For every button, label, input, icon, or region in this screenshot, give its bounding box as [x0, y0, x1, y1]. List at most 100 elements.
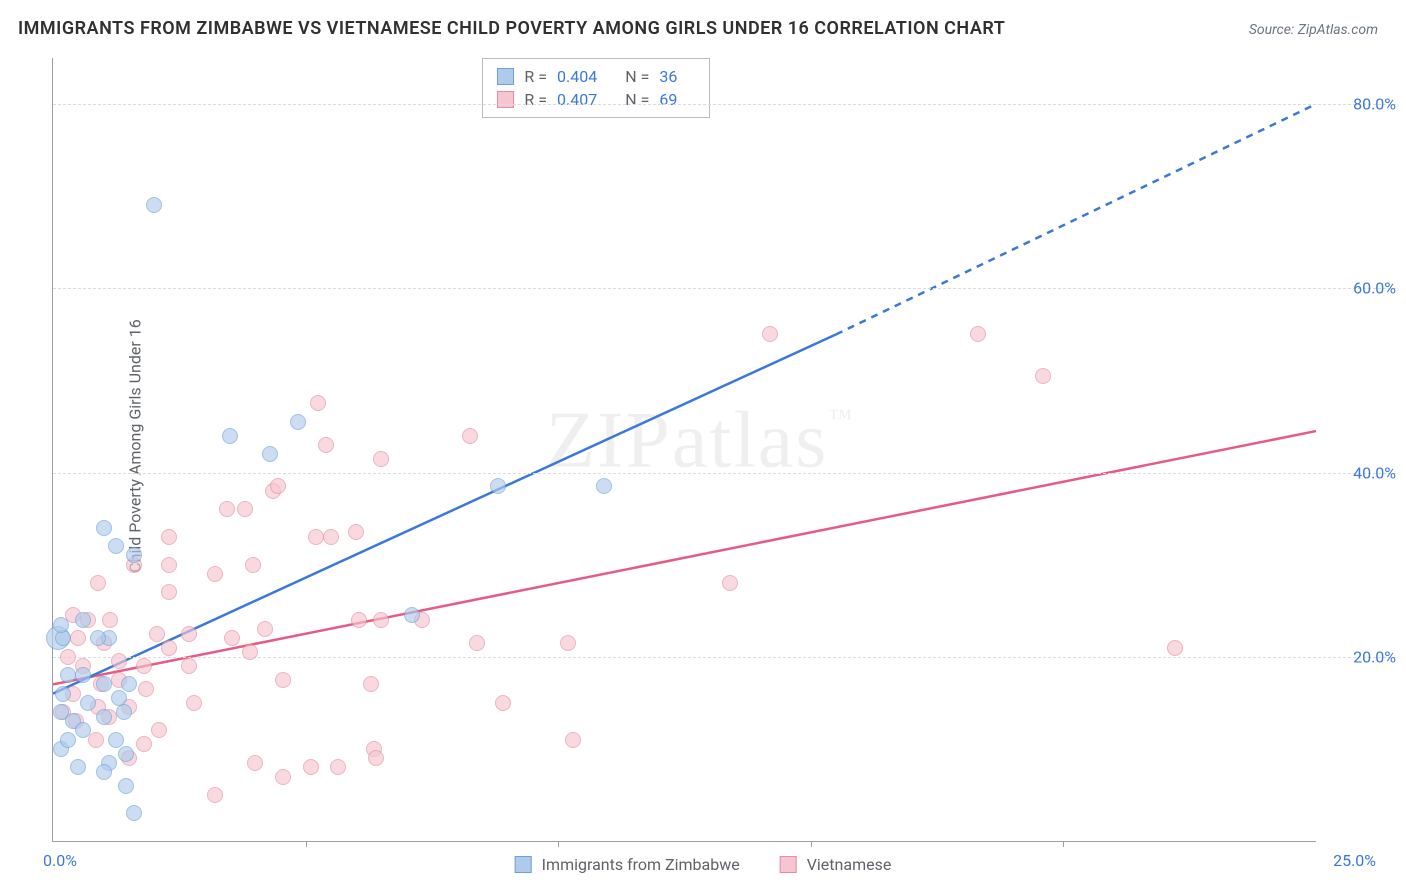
- data-point: [126, 547, 142, 563]
- data-point: [55, 630, 71, 646]
- data-point: [722, 575, 738, 591]
- data-point: [303, 759, 319, 775]
- source-attribution: Source: ZipAtlas.com: [1249, 22, 1378, 38]
- data-point: [146, 197, 162, 213]
- data-point: [96, 709, 112, 725]
- data-point: [75, 722, 91, 738]
- data-point: [219, 501, 235, 517]
- data-point: [495, 695, 511, 711]
- data-point: [108, 538, 124, 554]
- data-point: [373, 451, 389, 467]
- data-point: [247, 755, 263, 771]
- data-point: [245, 557, 261, 573]
- data-point: [80, 695, 96, 711]
- data-point: [363, 676, 379, 692]
- data-point: [262, 446, 278, 462]
- data-point: [308, 529, 324, 545]
- regression-lines: [53, 58, 1316, 841]
- data-point: [318, 437, 334, 453]
- y-tick-label: 80.0%: [1326, 95, 1396, 114]
- legend-label: Immigrants from Zimbabwe: [542, 855, 740, 874]
- data-point: [970, 326, 986, 342]
- data-point: [596, 478, 612, 494]
- data-point: [90, 630, 106, 646]
- data-point: [161, 584, 177, 600]
- legend-label: Vietnamese: [807, 855, 892, 874]
- data-point: [270, 478, 286, 494]
- data-point: [161, 640, 177, 656]
- data-point: [1035, 368, 1051, 384]
- data-point: [237, 501, 253, 517]
- data-point: [404, 607, 420, 623]
- data-point: [75, 667, 91, 683]
- data-point: [60, 667, 76, 683]
- data-point: [60, 649, 76, 665]
- data-point: [181, 658, 197, 674]
- data-point: [96, 520, 112, 536]
- bottom-legend: Immigrants from Zimbabwe Vietnamese: [515, 855, 892, 874]
- x-tick-mark: [811, 841, 812, 847]
- y-tick-label: 20.0%: [1326, 647, 1396, 666]
- data-point: [118, 778, 134, 794]
- x-tick-origin: 0.0%: [43, 851, 77, 870]
- data-point: [462, 428, 478, 444]
- y-tick-label: 40.0%: [1326, 463, 1396, 482]
- data-point: [469, 635, 485, 651]
- data-point: [118, 746, 134, 762]
- data-point: [108, 732, 124, 748]
- data-point: [102, 612, 118, 628]
- data-point: [257, 621, 273, 637]
- data-point: [53, 617, 69, 633]
- data-point: [151, 722, 167, 738]
- data-point: [565, 732, 581, 748]
- data-point: [96, 764, 112, 780]
- data-point: [275, 769, 291, 785]
- data-point: [207, 787, 223, 803]
- data-point: [138, 681, 154, 697]
- data-point: [181, 626, 197, 642]
- data-point: [70, 630, 86, 646]
- x-tick-mark: [306, 841, 307, 847]
- data-point: [60, 732, 76, 748]
- data-point: [70, 759, 86, 775]
- x-tick-mark: [1063, 841, 1064, 847]
- y-tick-label: 60.0%: [1326, 279, 1396, 298]
- x-tick-mark: [558, 841, 559, 847]
- data-point: [136, 736, 152, 752]
- data-point: [348, 524, 364, 540]
- data-point: [762, 326, 778, 342]
- x-tick-max: 25.0%: [1333, 851, 1376, 870]
- data-point: [224, 630, 240, 646]
- data-point: [161, 557, 177, 573]
- data-point: [310, 395, 326, 411]
- data-point: [242, 644, 258, 660]
- data-point: [222, 428, 238, 444]
- data-point: [90, 575, 106, 591]
- data-point: [368, 750, 384, 766]
- data-point: [126, 805, 142, 821]
- data-point: [323, 529, 339, 545]
- data-point: [275, 672, 291, 688]
- swatch-series-2-icon: [780, 856, 797, 873]
- data-point: [373, 612, 389, 628]
- legend-item-2: Vietnamese: [780, 855, 892, 874]
- data-point: [560, 635, 576, 651]
- data-point: [161, 529, 177, 545]
- data-point: [490, 478, 506, 494]
- gridline: [53, 104, 1396, 105]
- data-point: [116, 704, 132, 720]
- data-point: [207, 566, 223, 582]
- data-point: [149, 626, 165, 642]
- data-point: [351, 612, 367, 628]
- data-point: [330, 759, 346, 775]
- data-point: [136, 658, 152, 674]
- data-point: [121, 676, 137, 692]
- legend-item-1: Immigrants from Zimbabwe: [515, 855, 740, 874]
- data-point: [1167, 640, 1183, 656]
- data-point: [55, 686, 71, 702]
- swatch-series-1-icon: [515, 856, 532, 873]
- data-point: [290, 414, 306, 430]
- data-point: [75, 612, 91, 628]
- chart-title: IMMIGRANTS FROM ZIMBABWE VS VIETNAMESE C…: [18, 18, 1005, 39]
- plot-area: R = 0.404 N = 36 R = 0.407 N = 69 ZIPatl…: [52, 58, 1316, 842]
